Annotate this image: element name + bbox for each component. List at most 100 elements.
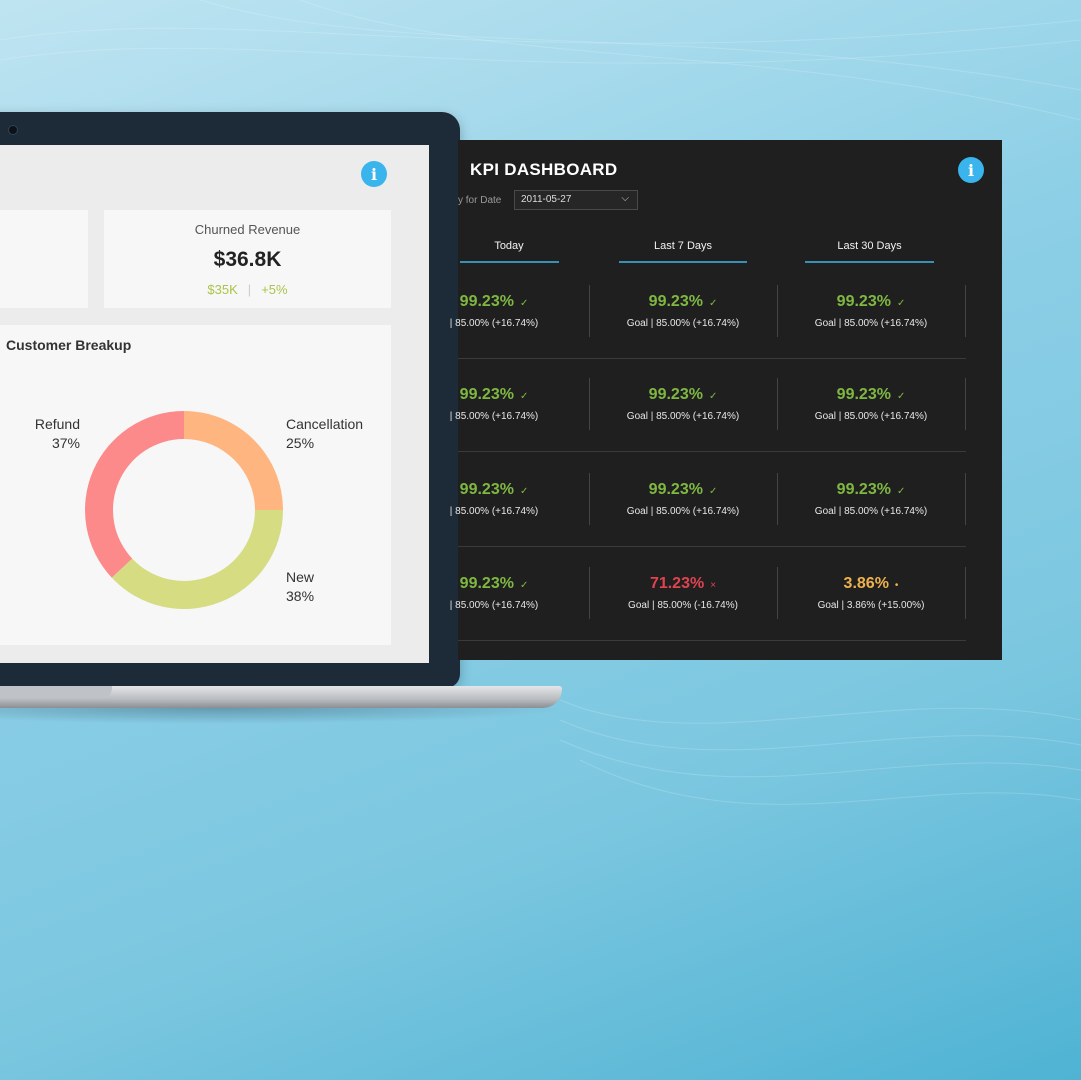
info-icon[interactable]: i <box>361 161 387 187</box>
kpi-cell: 99.23% ✓ Goal | 85.00% (+16.74%) <box>589 386 777 422</box>
tab-today[interactable]: Today <box>494 240 524 252</box>
check-icon: ✓ <box>519 391 529 402</box>
divider: | <box>247 282 252 297</box>
row-divider <box>458 546 966 547</box>
column-divider <box>777 567 778 619</box>
column-divider <box>589 378 590 430</box>
laptop-shadow <box>0 708 570 724</box>
kpi-value: 99.23% ✓ <box>589 293 777 311</box>
column-divider <box>589 285 590 337</box>
churned-revenue-value: $36.8K <box>213 248 282 271</box>
kpi-cell: 99.23% ✓ Goal | 85.00% (+16.74%) <box>777 386 965 422</box>
kpi-goal: | 85.00% (+16.74%) <box>449 318 539 329</box>
kpi-value-text: 99.23% <box>459 386 514 403</box>
kpi-value-text: 99.23% <box>648 293 703 310</box>
check-icon: ✓ <box>519 580 529 591</box>
kpi-value: 99.23% ✓ <box>400 575 588 593</box>
kpi-cell: 99.23% ✓ Goal | 85.00% (+16.74%) <box>777 293 965 329</box>
column-divider <box>965 567 966 619</box>
webcam-icon <box>8 125 18 135</box>
row-divider <box>458 451 966 452</box>
column-divider <box>777 378 778 430</box>
row-divider <box>458 640 966 641</box>
column-divider <box>589 473 590 525</box>
tab-last-30-days[interactable]: Last 30 Days <box>837 240 902 252</box>
cancellation-percent: 25% <box>286 435 315 451</box>
kpi-value: 99.23% ✓ <box>400 386 588 404</box>
donut-label-refund: Refund 37% <box>34 415 80 453</box>
check-icon: ✓ <box>708 486 718 497</box>
info-icon[interactable]: i <box>958 157 984 183</box>
kpi-value: 99.23% ✓ <box>777 293 965 311</box>
laptop-notch <box>0 686 112 698</box>
new-percent: 38% <box>286 588 315 604</box>
kpi-value-text: 99.23% <box>836 293 891 310</box>
laptop-screen: i Churned Revenue $36.8K $35K | +5% Custom… <box>0 145 429 663</box>
revenue-card-partial <box>0 210 88 308</box>
kpi-value: 99.23% ✓ <box>589 481 777 499</box>
churned-revenue-title: Churned Revenue <box>194 222 301 237</box>
kpi-value: 99.23% ✓ <box>400 293 588 311</box>
kpi-value: 99.23% ✓ <box>400 481 588 499</box>
cancellation-label: Cancellation <box>286 416 364 432</box>
kpi-value-text: 99.23% <box>648 481 703 498</box>
tab-today-underline <box>460 261 559 263</box>
date-select-value: 2011-05-27 <box>521 194 572 205</box>
tab-last-7-days-underline <box>619 261 747 263</box>
check-icon: ✓ <box>519 298 529 309</box>
kpi-goal: | 85.00% (+16.74%) <box>449 411 539 422</box>
refund-label: Refund <box>34 416 80 432</box>
kpi-cell: 3.86% • Goal | 3.86% (+15.00%) <box>777 575 965 611</box>
dot-icon: • <box>894 580 899 591</box>
row-divider <box>458 358 966 359</box>
customer-breakup-title: Customer Breakup <box>6 337 132 353</box>
kpi-dashboard-title: KPI DASHBOARD <box>470 160 618 179</box>
kpi-goal: | 85.00% (+16.74%) <box>449 506 539 517</box>
kpi-value-text: 71.23% <box>649 575 705 592</box>
check-icon: ✓ <box>519 486 529 497</box>
kpi-dashboard-panel: KPI DASHBOARD i y for Date 2011-05-27 ⌵ … <box>450 140 1002 660</box>
chevron-down-icon: ⌵ <box>621 193 629 204</box>
column-divider <box>965 378 966 430</box>
date-filter-label: y for Date <box>458 195 502 206</box>
kpi-cell: 99.23% ✓ | 85.00% (+16.74%) <box>400 575 588 611</box>
check-icon: ✓ <box>896 391 906 402</box>
donut-segment-new[interactable] <box>111 510 283 609</box>
kpi-value: 71.23% × <box>589 575 777 593</box>
column-divider <box>777 473 778 525</box>
kpi-value-text: 99.23% <box>836 386 891 403</box>
kpi-cell: 99.23% ✓ Goal | 85.00% (+16.74%) <box>777 481 965 517</box>
donut-label-new: New 38% <box>286 568 314 606</box>
churned-revenue-target: $35K <box>207 282 238 297</box>
kpi-goal: Goal | 85.00% (+16.74%) <box>814 506 928 517</box>
donut-label-cancellation: Cancellation 25% <box>286 415 363 453</box>
refund-percent: 37% <box>51 435 80 451</box>
new-label: New <box>286 569 315 585</box>
tab-last-7-days[interactable]: Last 7 Days <box>653 240 713 252</box>
check-icon: ✓ <box>896 486 906 497</box>
kpi-value-text: 99.23% <box>459 481 514 498</box>
kpi-value-text: 99.23% <box>459 293 514 310</box>
tab-last-30-days-underline <box>805 261 934 263</box>
kpi-goal: Goal | 85.00% (+16.74%) <box>626 411 740 422</box>
check-icon: ✓ <box>708 298 718 309</box>
kpi-goal: Goal | 85.00% (+16.74%) <box>626 318 740 329</box>
cross-icon: × <box>710 580 717 591</box>
kpi-goal: Goal | 85.00% (-16.74%) <box>628 600 738 611</box>
donut-segment-refund[interactable] <box>85 411 184 578</box>
check-icon: ✓ <box>896 298 906 309</box>
customer-breakup-donut <box>85 411 283 609</box>
kpi-value-text: 99.23% <box>836 481 891 498</box>
kpi-goal: | 85.00% (+16.74%) <box>449 600 539 611</box>
kpi-cell: 99.23% ✓ Goal | 85.00% (+16.74%) <box>589 293 777 329</box>
laptop-base <box>0 686 562 708</box>
donut-segment-cancellation[interactable] <box>184 411 283 510</box>
kpi-value-text: 99.23% <box>648 386 703 403</box>
date-select[interactable]: 2011-05-27 ⌵ <box>514 190 638 210</box>
kpi-cell: 99.23% ✓ | 85.00% (+16.74%) <box>400 293 588 329</box>
kpi-cell: 99.23% ✓ | 85.00% (+16.74%) <box>400 481 588 517</box>
kpi-cell: 99.23% ✓ Goal | 85.00% (+16.74%) <box>589 481 777 517</box>
kpi-value: 99.23% ✓ <box>589 386 777 404</box>
kpi-goal: Goal | 85.00% (+16.74%) <box>814 411 928 422</box>
